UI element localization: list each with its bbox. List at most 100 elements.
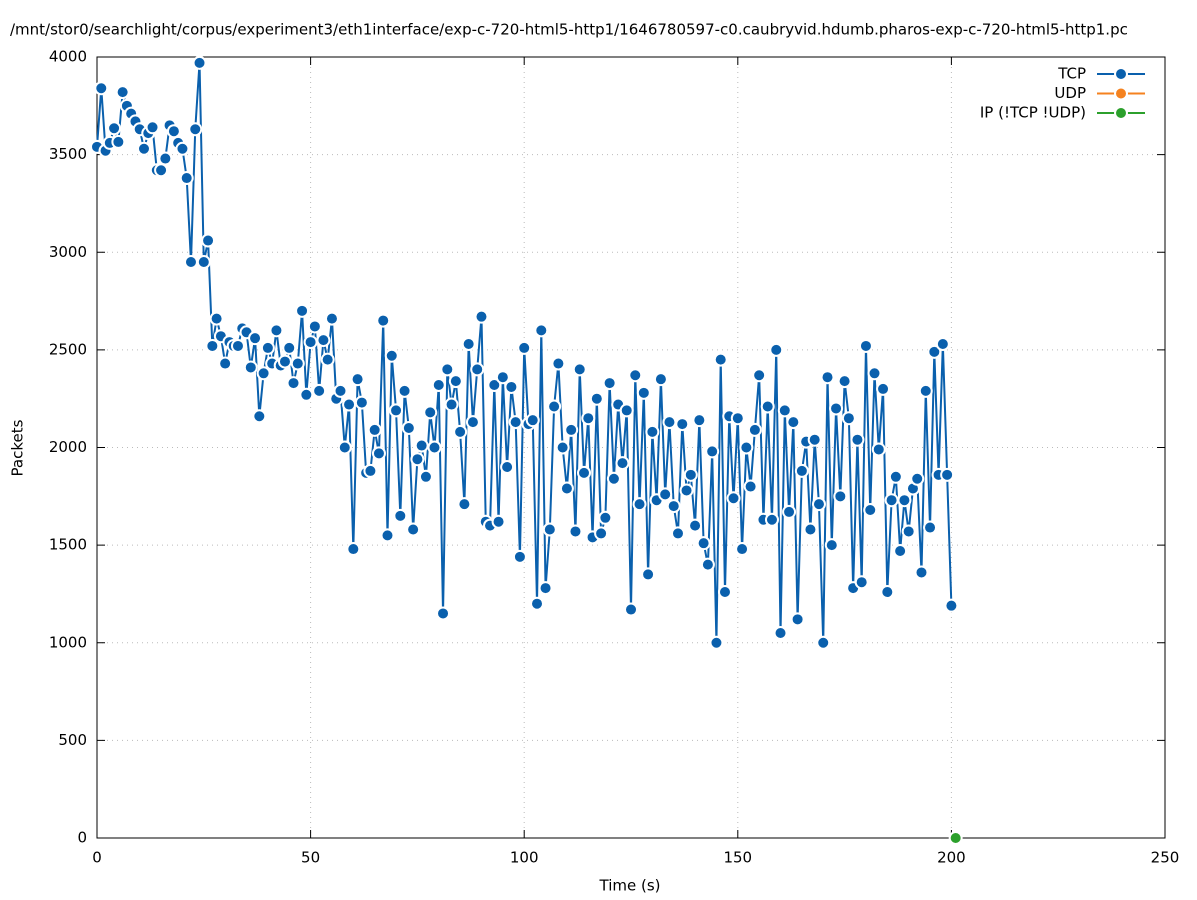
data-point [713,352,728,367]
data-point [333,383,348,398]
data-point [782,504,797,519]
data-point [867,366,882,381]
y-tick-label: 3500 [49,145,87,163]
data-point [811,497,826,512]
data-point [440,362,455,377]
data-point [679,483,694,498]
data-point [393,508,408,523]
data-point [342,397,357,412]
data-point [534,323,549,338]
data-point [444,397,459,412]
data-point [295,303,310,318]
data-point [495,370,510,385]
data-point [508,415,523,430]
data-point [841,411,856,426]
data-point [376,313,391,328]
data-point [901,524,916,539]
data-point [910,471,925,486]
data-point [346,542,361,557]
data-point [401,420,416,435]
data-point [739,440,754,455]
data-point [500,460,515,475]
data-point [948,831,963,845]
data-point [551,356,566,371]
x-tick-label: 200 [937,849,966,867]
data-point [705,444,720,459]
data-point [179,171,194,186]
data-point [371,446,386,461]
data-point [248,331,263,346]
data-point [201,233,216,248]
data-point [786,415,801,430]
data-point [282,340,297,355]
data-point [243,360,258,375]
data-point [316,333,331,348]
data-point [888,469,903,484]
data-point [636,385,651,400]
data-point [525,413,540,428]
data-point [465,415,480,430]
data-point [286,376,301,391]
data-point [833,489,848,504]
data-point [175,141,190,156]
data-point [406,522,421,537]
data-point [337,440,352,455]
data-point [594,526,609,541]
data-point [423,405,438,420]
data-point [183,255,198,270]
data-point [542,522,557,537]
data-point [410,452,425,467]
data-point [709,635,724,650]
chart-title: /mnt/stor0/searchlight/corpus/experiment… [10,21,1128,39]
data-point [397,383,412,398]
data-point [303,335,318,350]
data-point [700,557,715,572]
legend-label: UDP [1054,84,1086,102]
legend-marker [1114,67,1128,81]
data-point [760,399,775,414]
data-point [683,467,698,482]
data-point [641,567,656,582]
data-point [363,463,378,478]
data-point [555,440,570,455]
data-point [884,493,899,508]
x-axis-label: Time (s) [599,877,661,895]
data-point [876,381,891,396]
data-point [696,536,711,551]
data-point [914,565,929,580]
data-point [470,362,485,377]
data-point [790,612,805,627]
data-point [871,442,886,457]
data-point [940,467,955,482]
data-point [94,81,109,96]
y-tick-label: 3000 [49,243,87,261]
data-point [935,337,950,352]
legend-marker [1114,106,1128,120]
data-point [918,383,933,398]
data-point [384,348,399,363]
data-point [820,370,835,385]
data-point [457,497,472,512]
data-point [893,543,908,558]
data-point [675,417,690,432]
y-tick-label: 4000 [49,48,87,66]
data-point [196,255,211,270]
data-point [927,344,942,359]
data-point [192,55,207,70]
data-point [645,424,660,439]
data-point [662,415,677,430]
y-tick-label: 1000 [49,633,87,651]
data-point [577,465,592,480]
data-point [752,368,767,383]
x-tick-label: 50 [301,849,320,867]
data-point [670,526,685,541]
data-point [218,356,233,371]
data-point [145,120,160,135]
x-tick-label: 100 [510,849,539,867]
x-tick-label: 250 [1151,849,1180,867]
data-point [418,469,433,484]
y-tick-label: 0 [77,829,87,847]
data-point [743,479,758,494]
data-point [880,584,895,599]
